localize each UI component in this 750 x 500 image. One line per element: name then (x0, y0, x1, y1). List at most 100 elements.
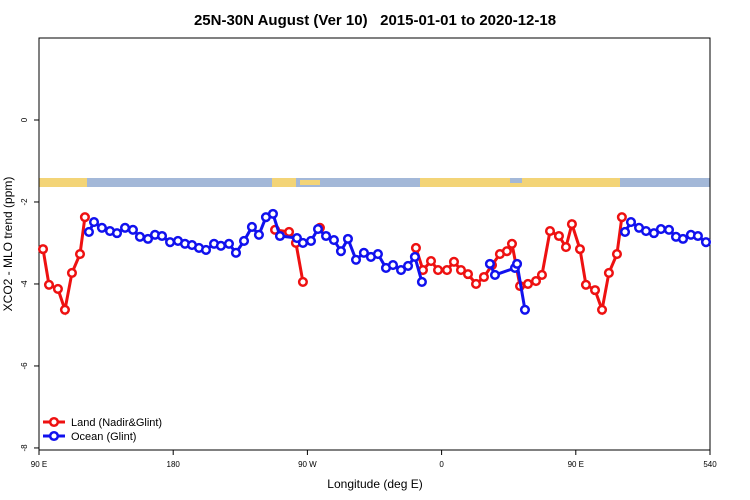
point (566, 219, 577, 230)
point (350, 254, 362, 265)
point (616, 212, 627, 223)
point (489, 269, 501, 281)
point (88, 217, 100, 228)
point (165, 237, 176, 248)
point (328, 235, 339, 246)
chart-title: 25N-30N August (Ver 10) 2015-01-01 to 20… (194, 12, 556, 29)
point (522, 278, 533, 290)
point (297, 237, 308, 249)
point (425, 255, 437, 267)
point (274, 230, 286, 242)
point (320, 230, 332, 242)
x-tick-label: 0 (439, 460, 444, 469)
point (416, 276, 427, 287)
point (96, 222, 107, 233)
point (409, 251, 420, 262)
legend-marker (48, 430, 60, 442)
point (230, 247, 242, 258)
point (512, 258, 523, 269)
x-tick-label: 90 W (298, 460, 317, 469)
point (677, 233, 689, 244)
point (478, 271, 489, 283)
point (700, 237, 712, 248)
point (43, 279, 55, 290)
point (291, 233, 303, 244)
point (215, 240, 226, 251)
point (111, 228, 123, 239)
point (625, 217, 637, 228)
point (619, 226, 631, 237)
point (470, 278, 482, 290)
point (74, 248, 86, 260)
point (223, 238, 235, 249)
point (484, 258, 495, 269)
point (37, 244, 49, 255)
point (462, 269, 474, 280)
point (640, 226, 652, 237)
point (83, 226, 95, 237)
legend-label: Ocean (Glint) (71, 431, 136, 443)
x-tick-label: 180 (167, 460, 181, 469)
y-tick-label: -2 (20, 198, 29, 206)
point (448, 256, 460, 267)
point (66, 267, 78, 278)
point (297, 276, 308, 287)
point (441, 264, 453, 276)
x-tick-label: 90 E (568, 460, 584, 469)
y-tick-label: -4 (20, 280, 29, 288)
point (119, 222, 131, 233)
point (501, 246, 512, 257)
point (142, 233, 154, 244)
point (284, 226, 295, 237)
legend-label: Land (Nadir&Glint) (71, 417, 162, 429)
point (553, 230, 565, 242)
point (596, 304, 608, 315)
point (580, 279, 591, 290)
legend: Land (Nadir&Glint) Ocean (Glint) (43, 416, 162, 443)
point (387, 260, 399, 271)
point (134, 231, 145, 242)
point (506, 238, 518, 249)
point (403, 260, 414, 271)
point (200, 244, 212, 255)
point (692, 230, 703, 242)
point (536, 269, 548, 281)
y-tick-label: -8 (20, 444, 29, 452)
point (372, 248, 383, 260)
point (603, 267, 614, 278)
point (52, 283, 63, 294)
point (342, 233, 354, 244)
point (127, 224, 138, 235)
point (648, 228, 659, 239)
point (611, 248, 623, 260)
point (335, 246, 347, 257)
point (574, 244, 586, 255)
point (267, 208, 279, 219)
legend-marker (48, 416, 60, 428)
point (59, 304, 70, 315)
point (253, 229, 264, 240)
x-tick-label: 90 E (31, 460, 47, 469)
x-tick-label: 540 (703, 460, 717, 469)
point (246, 221, 257, 233)
point (410, 242, 422, 253)
point (305, 235, 317, 246)
point (156, 230, 168, 242)
point (455, 264, 467, 276)
point (655, 223, 666, 235)
point (663, 224, 675, 235)
point (79, 212, 90, 223)
point (589, 285, 601, 296)
x-axis-label: Longitude (deg E) (327, 477, 422, 491)
y-tick-label: 0 (20, 117, 29, 122)
point (519, 304, 531, 315)
y-tick-label: -6 (20, 362, 29, 370)
point (544, 226, 556, 237)
point (395, 264, 407, 276)
map-strip (39, 178, 710, 187)
point (238, 235, 250, 246)
point (358, 247, 369, 258)
point (560, 242, 572, 253)
point (530, 276, 542, 287)
